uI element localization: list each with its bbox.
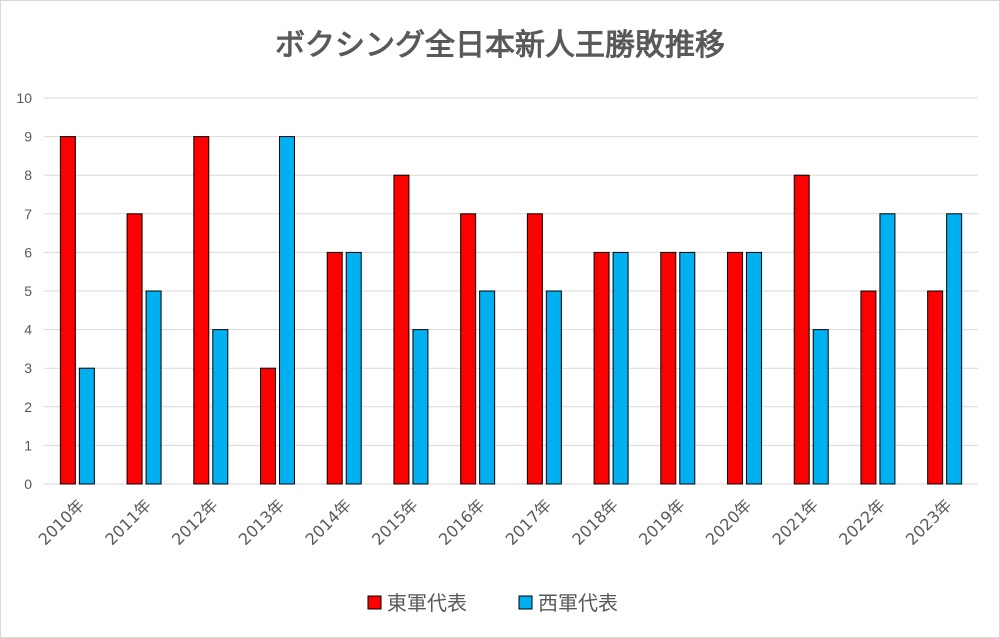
x-tick-label: 2016年 xyxy=(435,495,489,549)
bar-east xyxy=(793,174,810,485)
y-tick-label: 8 xyxy=(24,167,32,183)
y-tick-label: 9 xyxy=(24,129,32,145)
bar-east xyxy=(326,251,343,485)
x-tick-label: 2010年 xyxy=(35,495,89,549)
bar-west xyxy=(746,251,762,485)
chart-title: ボクシング全日本新人王勝敗推移 xyxy=(275,28,725,63)
bar-east xyxy=(260,367,276,485)
bar-east xyxy=(860,290,877,485)
x-tick-label: 2021年 xyxy=(768,495,822,549)
bar-east xyxy=(193,136,210,485)
x-tick-label: 2018年 xyxy=(568,495,622,549)
y-tick-label: 6 xyxy=(24,244,32,260)
bar-east xyxy=(460,213,477,485)
x-tick-label: 2011年 xyxy=(101,495,155,549)
y-tick-label: 3 xyxy=(24,360,32,376)
bar-west xyxy=(946,213,963,485)
x-tick-label: 2017年 xyxy=(502,495,556,549)
bar-east xyxy=(526,213,543,485)
x-tick-label: 2020年 xyxy=(702,495,756,549)
legend-label: 西軍代表 xyxy=(538,591,618,615)
y-tick-label: 2 xyxy=(24,399,32,415)
x-tick-label: 2014年 xyxy=(301,495,355,549)
bar-west xyxy=(145,290,162,485)
legend: 東軍代表 西軍代表 xyxy=(367,591,618,615)
bar-east xyxy=(927,290,944,485)
bar-west xyxy=(78,367,95,485)
y-axis-ticks: 0 1 2 3 4 5 6 7 8 9 10 xyxy=(16,90,32,492)
bar-east xyxy=(727,251,743,485)
bar-east xyxy=(660,251,677,485)
bar-west xyxy=(679,251,696,485)
bar-west xyxy=(479,290,496,485)
bar-west xyxy=(612,251,629,485)
legend-swatch xyxy=(367,595,382,610)
bar-west xyxy=(812,329,829,485)
x-tick-label: 2023年 xyxy=(902,495,956,549)
y-tick-label: 5 xyxy=(24,283,32,299)
x-tick-label: 2022年 xyxy=(835,495,889,549)
x-tick-label: 2013年 xyxy=(235,495,289,549)
bar-east xyxy=(126,213,143,485)
x-axis-ticks: 2010年 2011年 2012年 2013年 2014年 2015年 2016年 2017年… xyxy=(35,495,956,549)
bar-west xyxy=(545,290,562,485)
bar-east xyxy=(593,251,610,485)
y-tick-label: 4 xyxy=(24,322,32,338)
x-tick-label: 2015年 xyxy=(368,495,422,549)
gridlines xyxy=(44,97,978,485)
bar-east xyxy=(59,136,76,485)
bar-west xyxy=(412,329,429,485)
bar-west xyxy=(212,329,229,485)
bar-west xyxy=(345,251,362,485)
bar-west xyxy=(879,213,896,485)
y-tick-label: 10 xyxy=(16,90,32,106)
bar-east xyxy=(393,174,410,485)
x-tick-label: 2012年 xyxy=(168,495,222,549)
legend-swatch xyxy=(518,595,533,610)
y-tick-label: 7 xyxy=(24,206,32,222)
bar-west xyxy=(279,136,295,485)
y-tick-label: 0 xyxy=(24,476,32,492)
bars xyxy=(59,136,963,485)
x-tick-label: 2019年 xyxy=(635,495,689,549)
y-tick-label: 1 xyxy=(24,437,32,453)
legend-label: 東軍代表 xyxy=(387,591,467,615)
